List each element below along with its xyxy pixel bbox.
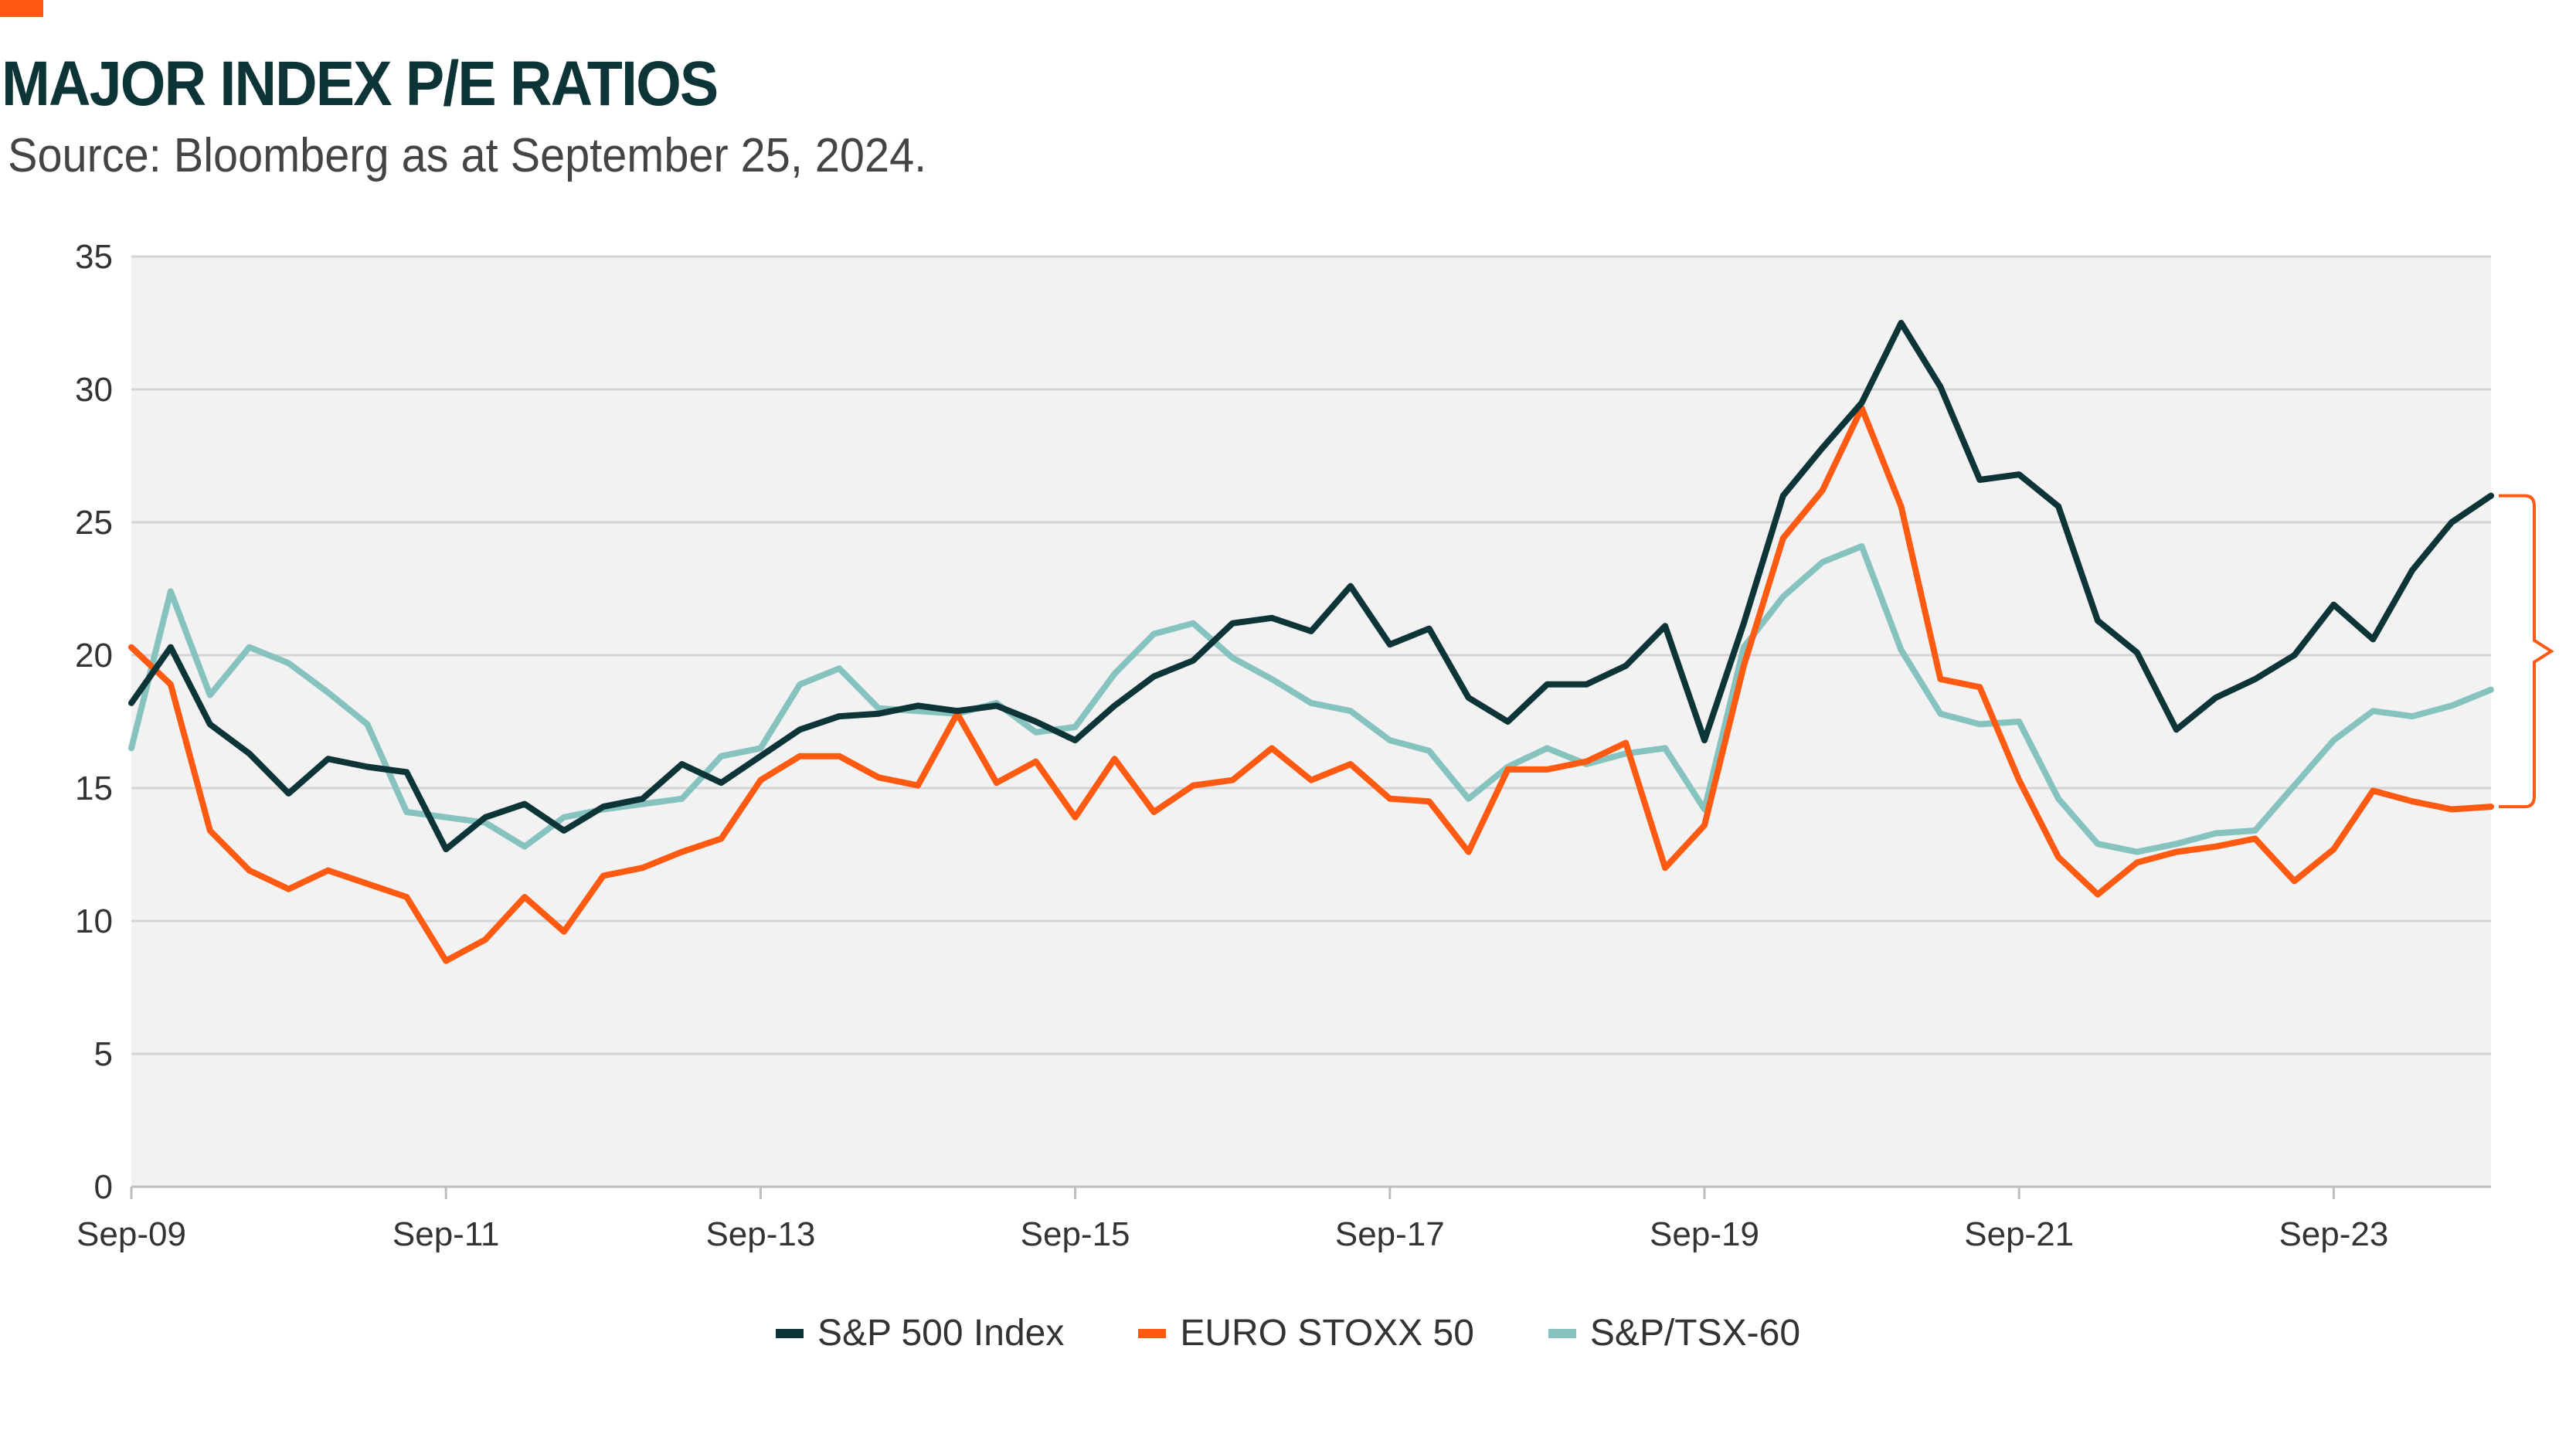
legend-swatch-tsx bbox=[1548, 1328, 1576, 1338]
chart-title: MAJOR INDEX P/E RATIOS bbox=[2, 49, 719, 119]
legend-item-tsx: S&P/TSX-60 bbox=[1548, 1312, 1800, 1354]
x-tick-label-Sep-19: Sep-19 bbox=[1650, 1215, 1759, 1253]
pe-ratio-chart: 0 5 10 15 20 25 30 35 Sep-09 Sep-11 Sep-13 Sep-15 Se… bbox=[75, 238, 2554, 1253]
legend-item-sp500: S&P 500 Index bbox=[775, 1312, 1065, 1354]
gridlines bbox=[131, 255, 2491, 1055]
bracket-path bbox=[2499, 494, 2554, 809]
axes: 0 5 10 15 20 25 30 35 Sep-09 Sep-11 Sep-13 Sep-15 Se… bbox=[75, 238, 2491, 1253]
x-tick-label-Sep-13: Sep-13 bbox=[705, 1215, 815, 1253]
legend-label-tsx: S&P/TSX-60 bbox=[1589, 1313, 1801, 1354]
legend-swatch-eurostoxx bbox=[1138, 1328, 1167, 1338]
y-tick-label-20: 20 bbox=[75, 637, 113, 675]
legend-item-eurostoxx: EURO STOXX 50 bbox=[1138, 1312, 1474, 1354]
series-lines bbox=[128, 320, 2494, 964]
x-tick-label-Sep-11: Sep-11 bbox=[393, 1215, 500, 1253]
x-tick-label-Sep-23: Sep-23 bbox=[2279, 1215, 2388, 1253]
legend-label-eurostoxx: EURO STOXX 50 bbox=[1180, 1313, 1474, 1354]
x-tick-label-Sep-17: Sep-17 bbox=[1335, 1215, 1445, 1253]
y-tick-label-10: 10 bbox=[75, 902, 113, 940]
legend: S&P 500 Index EURO STOXX 50 S&P/TSX-60 bbox=[0, 1312, 2576, 1354]
legend-swatch-sp500 bbox=[775, 1328, 804, 1338]
y-tick-label-5: 5 bbox=[94, 1035, 113, 1073]
x-tick-label-Sep-15: Sep-15 bbox=[1021, 1215, 1130, 1253]
accent-bar bbox=[0, 0, 43, 17]
chart-subtitle: Source: Bloomberg as at September 25, 20… bbox=[8, 129, 927, 182]
x-tick-label-Sep-09: Sep-09 bbox=[76, 1215, 186, 1253]
series-line-tsx bbox=[128, 543, 2494, 855]
y-tick-label-15: 15 bbox=[75, 770, 113, 807]
plot-background bbox=[131, 257, 2491, 1187]
y-tick-label-0: 0 bbox=[94, 1168, 113, 1206]
series-line-eurostoxx bbox=[128, 405, 2494, 964]
series-line-sp500 bbox=[128, 320, 2494, 853]
legend-label-sp500: S&P 500 Index bbox=[817, 1313, 1065, 1354]
range-bracket bbox=[2499, 494, 2554, 809]
y-tick-label-25: 25 bbox=[75, 504, 113, 542]
y-tick-label-30: 30 bbox=[75, 371, 113, 409]
y-tick-label-35: 35 bbox=[75, 238, 113, 276]
x-tick-label-Sep-21: Sep-21 bbox=[1964, 1215, 2074, 1253]
